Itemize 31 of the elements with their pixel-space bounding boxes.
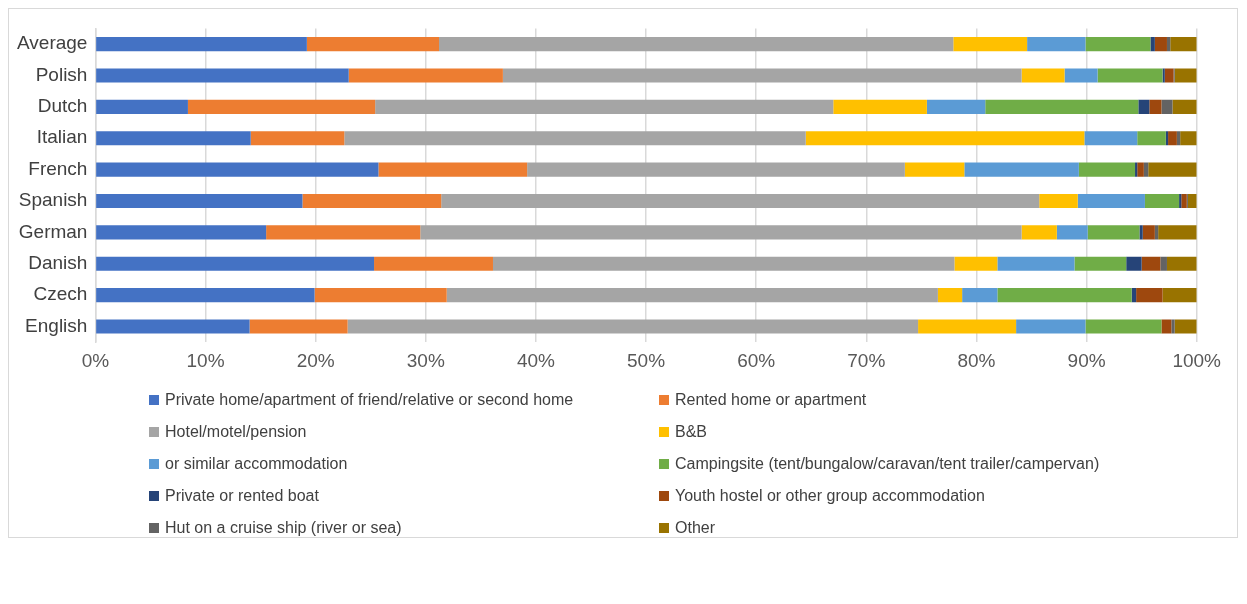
x-tick-label: 80% [957, 349, 996, 371]
legend-label: Youth hostel or other group accommodation [675, 487, 985, 505]
y-tick-label: English [25, 314, 88, 336]
x-tick-label: 60% [737, 349, 776, 371]
legend-label: Private or rented boat [165, 487, 319, 505]
y-tick-label: Spanish [18, 189, 88, 211]
legend-label: Hut on a cruise ship (river or sea) [165, 519, 402, 537]
y-tick-label: Average [16, 32, 88, 54]
legend-label: or similar accommodation [165, 455, 348, 473]
x-tick-label: 20% [296, 349, 335, 371]
x-tick-label: 50% [627, 349, 666, 371]
x-tick-label: 90% [1067, 349, 1106, 371]
legend-label: Other [675, 519, 716, 537]
legend-label: Private home/apartment of friend/relative or second home [165, 391, 574, 409]
x-tick-label: 70% [847, 349, 886, 371]
x-tick-label: 100% [1172, 349, 1222, 371]
y-tick-label: Dutch [37, 95, 88, 117]
legend-label: Rented home or apartment [675, 391, 867, 409]
x-tick-label: 10% [186, 349, 225, 371]
legend-label: Hotel/motel/pension [165, 423, 307, 441]
legend-label: B&B [675, 423, 708, 441]
y-tick-label: French [28, 157, 88, 179]
y-tick-label: Italian [36, 126, 88, 148]
y-tick-label: Polish [35, 63, 88, 85]
legend-label: Campingsite (tent/bungalow/caravan/tent trailer/campervan) [675, 455, 1100, 473]
x-tick-label: 30% [406, 349, 445, 371]
x-tick-label: 40% [516, 349, 556, 371]
y-tick-label: German [18, 220, 88, 242]
x-tick-label: 0% [81, 349, 110, 371]
y-tick-label: Czech [33, 283, 88, 305]
y-tick-label: Danish [28, 251, 88, 273]
